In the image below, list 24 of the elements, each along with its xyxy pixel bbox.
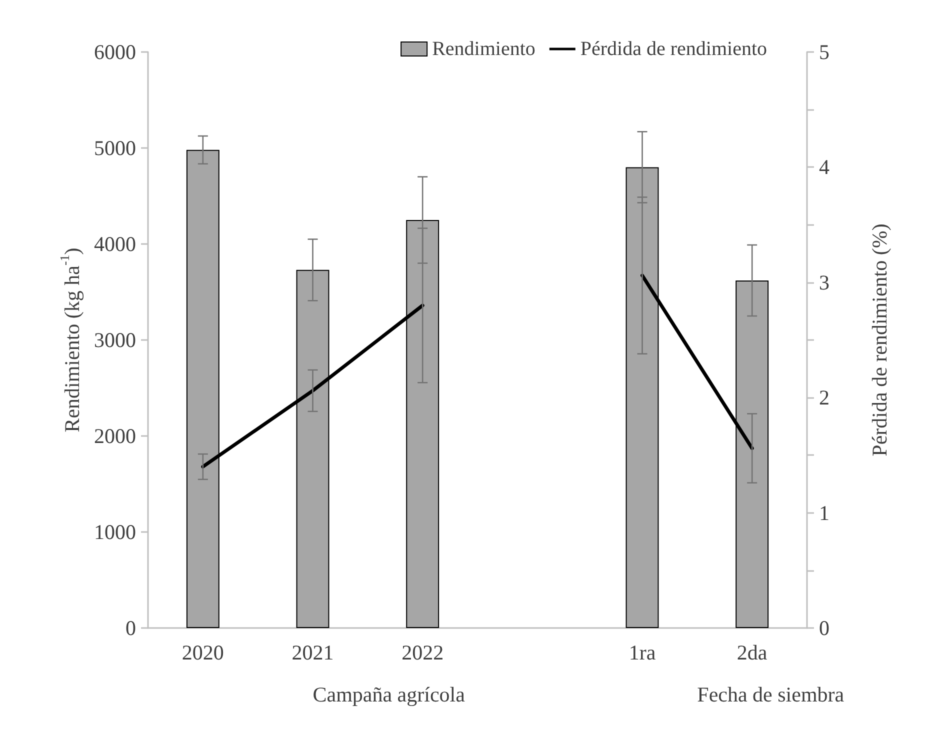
- text: Fecha de siembra: [697, 682, 845, 706]
- legend-label: Rendimiento: [432, 38, 536, 60]
- y2-tick-label: 2: [819, 386, 830, 410]
- y-tick-label: 6000: [94, 40, 136, 64]
- x-tick-label: 2022: [402, 640, 444, 664]
- y-tick-label: 4000: [94, 232, 136, 256]
- text: Campaña agrícola: [312, 682, 466, 706]
- x-tick-label: 2021: [292, 640, 334, 664]
- y2-tick-label: 3: [819, 270, 830, 294]
- y-tick-label: 0: [126, 616, 136, 640]
- x-tick-label: 1ra: [628, 640, 656, 664]
- y-tick-label: 3000: [94, 328, 136, 352]
- y2-tick-label: 0: [819, 616, 830, 640]
- legend-label: Pérdida de rendimiento: [580, 38, 768, 60]
- y-axis-title: Rendimiento (kg ha-1): [57, 248, 84, 432]
- y-tick-label: 2000: [94, 424, 136, 448]
- y-tick-label: 1000: [94, 520, 136, 544]
- y2-axis-title: Pérdida de rendimiento (%): [868, 224, 892, 456]
- y2-tick-label: 4: [819, 155, 830, 180]
- y2-tick-label: 1: [819, 500, 830, 525]
- x-tick-label: 2020: [182, 640, 224, 664]
- y-tick-label: 5000: [94, 136, 136, 160]
- x-tick-label: 2da: [736, 640, 768, 664]
- y2-tick-label: 5: [819, 40, 830, 64]
